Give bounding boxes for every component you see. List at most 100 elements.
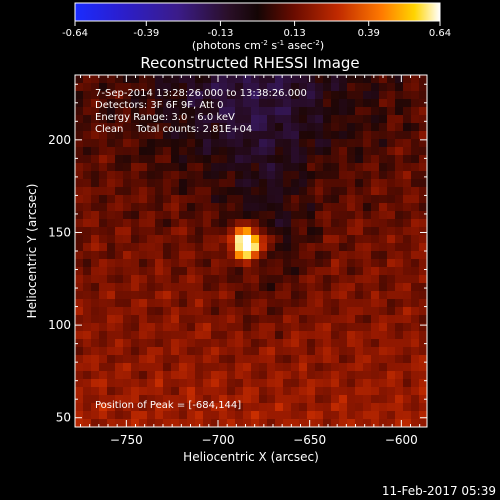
heatmap-cell [355, 315, 364, 324]
heatmap-cell [123, 387, 132, 396]
heatmap-cell [275, 323, 284, 332]
heatmap-cell [259, 91, 268, 100]
heatmap-cell [123, 355, 132, 364]
heatmap-cell [131, 139, 140, 148]
heatmap-cell [171, 299, 180, 308]
heatmap-cell [371, 163, 380, 172]
heatmap-cell [323, 99, 332, 108]
heatmap-cell [123, 251, 132, 260]
heatmap-cell [75, 139, 84, 148]
heatmap-cell [275, 411, 284, 420]
heatmap-cell [363, 355, 372, 364]
heatmap-cell [195, 203, 204, 212]
heatmap-cell [171, 339, 180, 348]
heatmap-cell [235, 155, 244, 164]
heatmap-cell [235, 315, 244, 324]
heatmap-cell [291, 403, 300, 412]
heatmap-cell [339, 219, 348, 228]
heatmap-cell [275, 387, 284, 396]
heatmap-cell [275, 83, 284, 92]
heatmap-cell [331, 259, 340, 268]
heatmap-cell [171, 283, 180, 292]
heatmap-cell [203, 251, 212, 260]
heatmap-cell [227, 411, 236, 420]
heatmap-cell [227, 363, 236, 372]
heatmap-cell [387, 203, 396, 212]
heatmap-cell [123, 163, 132, 172]
heatmap-cell [315, 387, 324, 396]
heatmap-cell [107, 267, 116, 276]
heatmap-cell [155, 347, 164, 356]
heatmap-cell [315, 99, 324, 108]
heatmap-cell [75, 227, 84, 236]
heatmap-cell [331, 227, 340, 236]
heatmap-cell [155, 211, 164, 220]
heatmap-cell [371, 267, 380, 276]
heatmap-cell [331, 107, 340, 116]
heatmap-cell [171, 347, 180, 356]
heatmap-cell [235, 331, 244, 340]
heatmap-cell [299, 147, 308, 156]
heatmap-cell [275, 243, 284, 252]
heatmap-cell [307, 171, 316, 180]
heatmap-cell [403, 187, 412, 196]
heatmap-cell [363, 315, 372, 324]
heatmap-cell [363, 75, 372, 84]
heatmap-cell [131, 195, 140, 204]
heatmap-cell [331, 267, 340, 276]
heatmap-cell [275, 219, 284, 228]
heatmap-cell [99, 75, 108, 84]
heatmap-cell [371, 219, 380, 228]
heatmap-cell [411, 379, 420, 388]
heatmap-cell [363, 387, 372, 396]
heatmap-cell [315, 347, 324, 356]
heatmap-cell [163, 299, 172, 308]
heatmap-cell [299, 403, 308, 412]
heatmap-cell [187, 307, 196, 316]
heatmap-cell [379, 243, 388, 252]
heatmap-cell [243, 227, 252, 236]
heatmap-cell [203, 99, 212, 108]
heatmap-cell [187, 291, 196, 300]
heatmap-cell [307, 99, 316, 108]
heatmap-cell [259, 299, 268, 308]
heatmap-cell [107, 171, 116, 180]
heatmap-cell [259, 235, 268, 244]
heatmap-cell [339, 147, 348, 156]
heatmap-cell [275, 307, 284, 316]
heatmap-cell [235, 163, 244, 172]
heatmap-cell [331, 395, 340, 404]
heatmap-cell [251, 363, 260, 372]
heatmap-cell [107, 379, 116, 388]
heatmap-cell [227, 155, 236, 164]
heatmap-cell [235, 419, 244, 427]
heatmap-cell [403, 91, 412, 100]
y-tick-label: 50 [56, 411, 71, 425]
heatmap-cell [83, 235, 92, 244]
heatmap-cell [123, 155, 132, 164]
heatmap-cell [227, 83, 236, 92]
heatmap-cell [179, 163, 188, 172]
heatmap-cell [323, 179, 332, 188]
heatmap-cell [227, 195, 236, 204]
heatmap-cell [187, 195, 196, 204]
heatmap-cell [387, 171, 396, 180]
heatmap-cell [275, 131, 284, 140]
heatmap-cell [203, 379, 212, 388]
heatmap-cell [259, 323, 268, 332]
heatmap-cell [315, 219, 324, 228]
heatmap-cell [147, 339, 156, 348]
heatmap-cell [411, 291, 420, 300]
heatmap-cell [339, 99, 348, 108]
heatmap-cell [211, 363, 220, 372]
heatmap-cell [147, 91, 156, 100]
heatmap-cell [251, 411, 260, 420]
heatmap-cell [291, 387, 300, 396]
heatmap-cell [99, 235, 108, 244]
heatmap-cell [355, 411, 364, 420]
heatmap-cell [379, 395, 388, 404]
heatmap-cell [187, 179, 196, 188]
heatmap-cell [243, 163, 252, 172]
heatmap-cell [355, 403, 364, 412]
